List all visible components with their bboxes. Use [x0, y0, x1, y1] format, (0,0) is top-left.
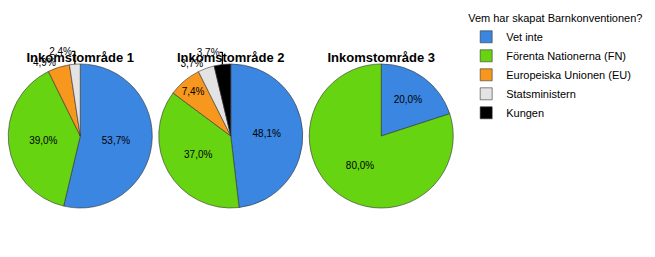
svg-text:Kungen: Kungen: [506, 107, 544, 119]
svg-text:Förenta Nationerna (FN): Förenta Nationerna (FN): [506, 50, 626, 62]
svg-text:39,0%: 39,0%: [29, 135, 57, 146]
svg-text:7,4%: 7,4%: [182, 86, 205, 97]
svg-text:80,0%: 80,0%: [346, 160, 374, 171]
svg-text:3,7%: 3,7%: [180, 58, 203, 69]
svg-text:3,7%: 3,7%: [197, 47, 220, 58]
svg-text:53,7%: 53,7%: [102, 135, 130, 146]
svg-text:Statsministern: Statsministern: [506, 88, 576, 100]
svg-text:48,1%: 48,1%: [253, 128, 281, 139]
svg-text:20,0%: 20,0%: [394, 94, 422, 105]
svg-text:Europeiska Unionen (EU): Europeiska Unionen (EU): [506, 69, 631, 81]
svg-text:4,9%: 4,9%: [33, 57, 56, 68]
svg-text:2,4%: 2,4%: [49, 46, 72, 57]
svg-text:Inkomstområde 3: Inkomstområde 3: [327, 50, 435, 65]
svg-text:Vem har skapat Barnkonventione: Vem har skapat Barnkonventionen?: [468, 12, 642, 24]
svg-text:Inkomstområde 2: Inkomstområde 2: [177, 50, 285, 65]
svg-text:Vet inte: Vet inte: [506, 31, 543, 43]
svg-text:Inkomstområde 1: Inkomstområde 1: [26, 50, 134, 65]
svg-text:37,0%: 37,0%: [184, 149, 212, 160]
